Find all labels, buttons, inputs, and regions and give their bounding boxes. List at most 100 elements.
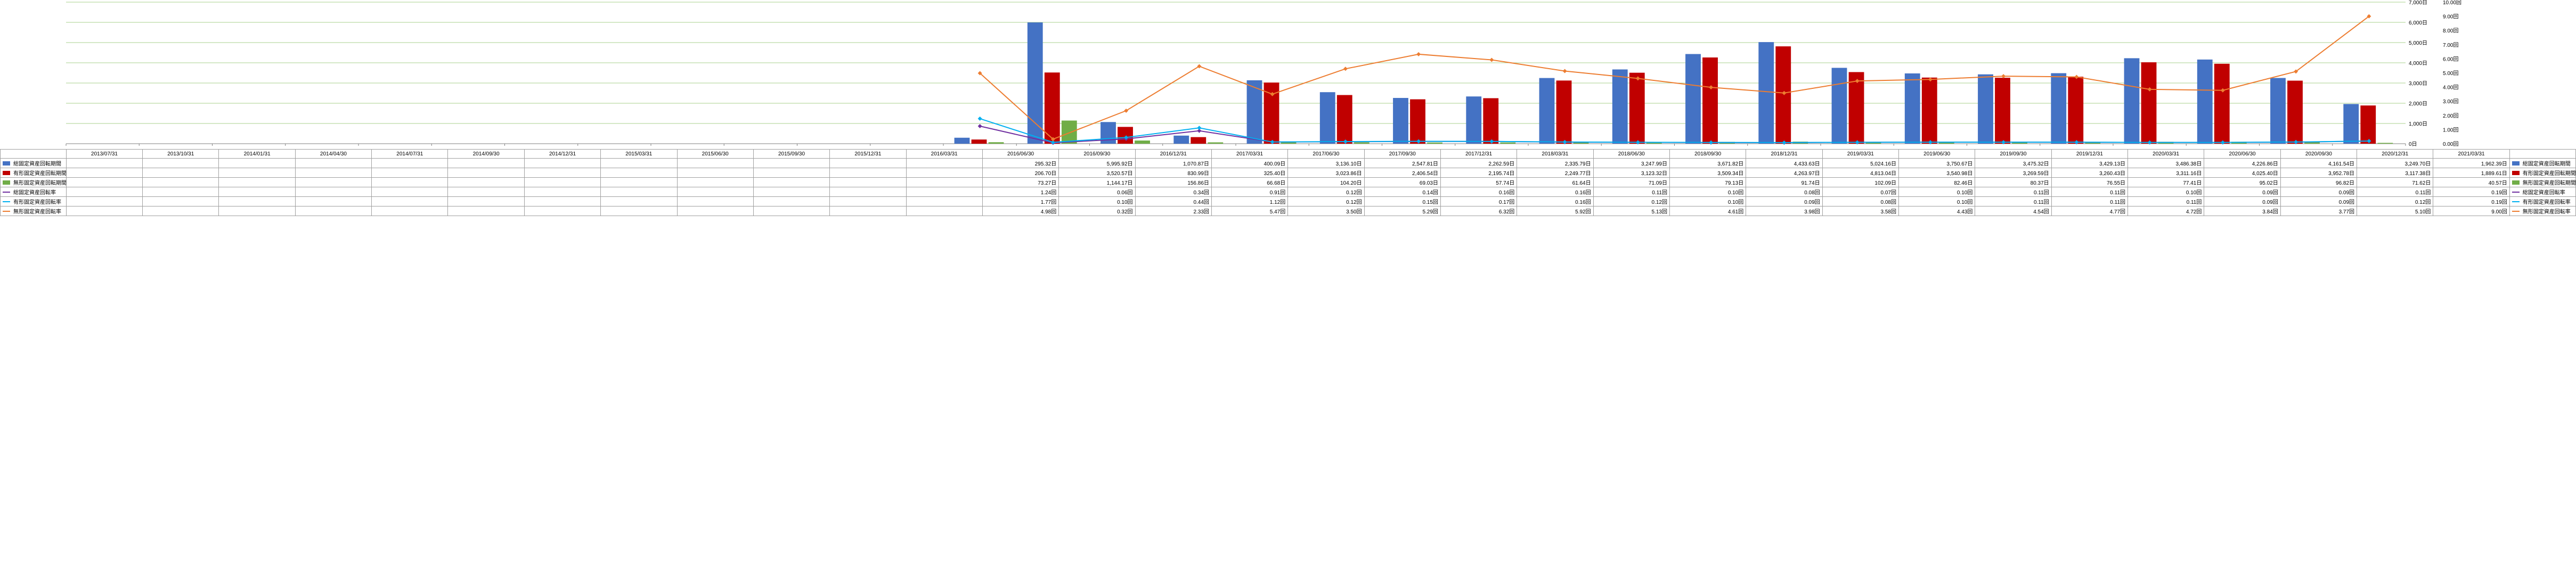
table-header-row: 2013/07/312013/10/312014/01/312014/04/30…	[1, 150, 2576, 159]
data-cell	[66, 206, 142, 216]
svg-text:9.00回: 9.00回	[2443, 14, 2458, 20]
svg-text:7.00回: 7.00回	[2443, 42, 2458, 48]
category-header: 2014/12/31	[524, 150, 600, 159]
data-cell	[830, 159, 906, 168]
data-cell	[524, 178, 600, 187]
data-cell: 156.86日	[1135, 178, 1211, 187]
data-cell: 0.17回	[1440, 197, 1517, 206]
data-cell	[753, 178, 829, 187]
data-cell	[448, 197, 524, 206]
data-cell: 830.99日	[1135, 168, 1211, 178]
data-cell: 0.19回	[2433, 197, 2509, 206]
svg-text:0.00回: 0.00回	[2443, 141, 2458, 147]
svg-text:6.00回: 6.00回	[2443, 56, 2458, 62]
data-cell	[601, 187, 677, 197]
data-cell: 0.12回	[1593, 197, 1669, 206]
svg-text:3.00回: 3.00回	[2443, 98, 2458, 105]
data-cell: 2,249.77日	[1517, 168, 1593, 178]
data-cell: 3,475.32日	[1975, 159, 2051, 168]
legend-swatch	[3, 192, 10, 193]
table-row: 有形固定資産回転期間206.70日3,520.57日830.99日325.40日…	[1, 168, 2576, 178]
data-cell	[677, 206, 753, 216]
data-cell	[830, 187, 906, 197]
data-cell	[677, 168, 753, 178]
legend-swatch	[2512, 180, 2520, 185]
svg-text:0日: 0日	[2409, 142, 2417, 147]
data-cell: 0.09回	[2204, 197, 2280, 206]
series-label-right: 総固定資産回転期間	[2509, 159, 2575, 168]
category-header: 2019/12/31	[2051, 150, 2127, 159]
category-header: 2014/04/30	[295, 150, 371, 159]
data-cell: 295.32日	[982, 159, 1058, 168]
data-cell: 80.37日	[1975, 178, 2051, 187]
data-cell	[677, 187, 753, 197]
data-cell	[524, 168, 600, 178]
category-header: 2017/09/30	[1364, 150, 1440, 159]
data-cell	[295, 206, 371, 216]
category-header: 2014/01/31	[219, 150, 295, 159]
data-cell: 4,025.40日	[2204, 168, 2280, 178]
root: 0日1,000日2,000日3,000日4,000日5,000日6,000日7,…	[0, 0, 2576, 570]
data-cell	[143, 206, 219, 216]
data-cell: 2,406.54日	[1364, 168, 1440, 178]
data-cell	[524, 159, 600, 168]
data-cell: 2,335.79日	[1517, 159, 1593, 168]
svg-text:3,000日: 3,000日	[2409, 81, 2427, 87]
data-cell	[372, 197, 448, 206]
data-cell: 3,311.16日	[2128, 168, 2204, 178]
data-cell: 4,433.63日	[1746, 159, 1822, 168]
data-cell	[906, 178, 982, 187]
header-blank-left	[1, 150, 67, 159]
data-cell: 77.41日	[2128, 178, 2204, 187]
data-cell: 0.12回	[1288, 197, 1364, 206]
data-cell: 3.77回	[2280, 206, 2357, 216]
svg-text:7,000日: 7,000日	[2409, 0, 2427, 6]
category-header: 2020/09/30	[2280, 150, 2357, 159]
data-cell: 0.12回	[2357, 197, 2433, 206]
data-cell: 0.10回	[2128, 187, 2204, 197]
category-header: 2015/06/30	[677, 150, 753, 159]
data-cell: 5.13回	[1593, 206, 1669, 216]
legend-swatch	[3, 180, 10, 185]
series-label-right: 有形固定資産回転率	[2509, 197, 2575, 206]
data-cell: 0.11回	[1593, 187, 1669, 197]
data-cell: 0.10回	[1899, 187, 1975, 197]
data-cell: 104.20日	[1288, 178, 1364, 187]
legend-swatch	[2512, 211, 2520, 212]
data-cell: 0.19回	[2433, 187, 2509, 197]
data-cell: 95.02日	[2204, 178, 2280, 187]
data-cell: 1,962.39日	[2433, 159, 2509, 168]
data-cell: 0.09回	[2280, 197, 2357, 206]
data-cell	[66, 187, 142, 197]
legend-swatch	[2512, 201, 2520, 202]
data-cell: 4.77回	[2051, 206, 2127, 216]
category-header: 2016/06/30	[982, 150, 1058, 159]
data-cell: 4,226.86日	[2204, 159, 2280, 168]
data-cell	[295, 187, 371, 197]
data-cell: 3,123.32日	[1593, 168, 1669, 178]
svg-text:4,000日: 4,000日	[2409, 61, 2427, 67]
data-cell: 0.11回	[1975, 187, 2051, 197]
data-cell: 3,540.98日	[1899, 168, 1975, 178]
table-row: 有形固定資産回転率1.77回0.10回0.44回1.12回0.12回0.15回0…	[1, 197, 2576, 206]
data-cell: 0.11回	[1975, 197, 2051, 206]
svg-text:5.00回: 5.00回	[2443, 70, 2458, 77]
data-cell: 3,750.67日	[1899, 159, 1975, 168]
data-cell: 5.92回	[1517, 206, 1593, 216]
data-cell: 3,486.38日	[2128, 159, 2204, 168]
svg-text:1,000日: 1,000日	[2409, 121, 2427, 127]
data-cell: 61.64日	[1517, 178, 1593, 187]
data-cell: 0.16回	[1517, 187, 1593, 197]
data-cell: 3,269.59日	[1975, 168, 2051, 178]
category-header: 2015/03/31	[601, 150, 677, 159]
data-cell: 102.09日	[1822, 178, 1898, 187]
data-cell: 4,263.97日	[1746, 168, 1822, 178]
data-cell	[295, 178, 371, 187]
data-cell: 0.10回	[1669, 197, 1746, 206]
data-cell	[906, 168, 982, 178]
series-label-right: 無形固定資産回転率	[2509, 206, 2575, 216]
data-cell: 0.09回	[2204, 187, 2280, 197]
category-header: 2018/09/30	[1669, 150, 1746, 159]
data-cell	[601, 168, 677, 178]
svg-text:5,000日: 5,000日	[2409, 40, 2427, 46]
